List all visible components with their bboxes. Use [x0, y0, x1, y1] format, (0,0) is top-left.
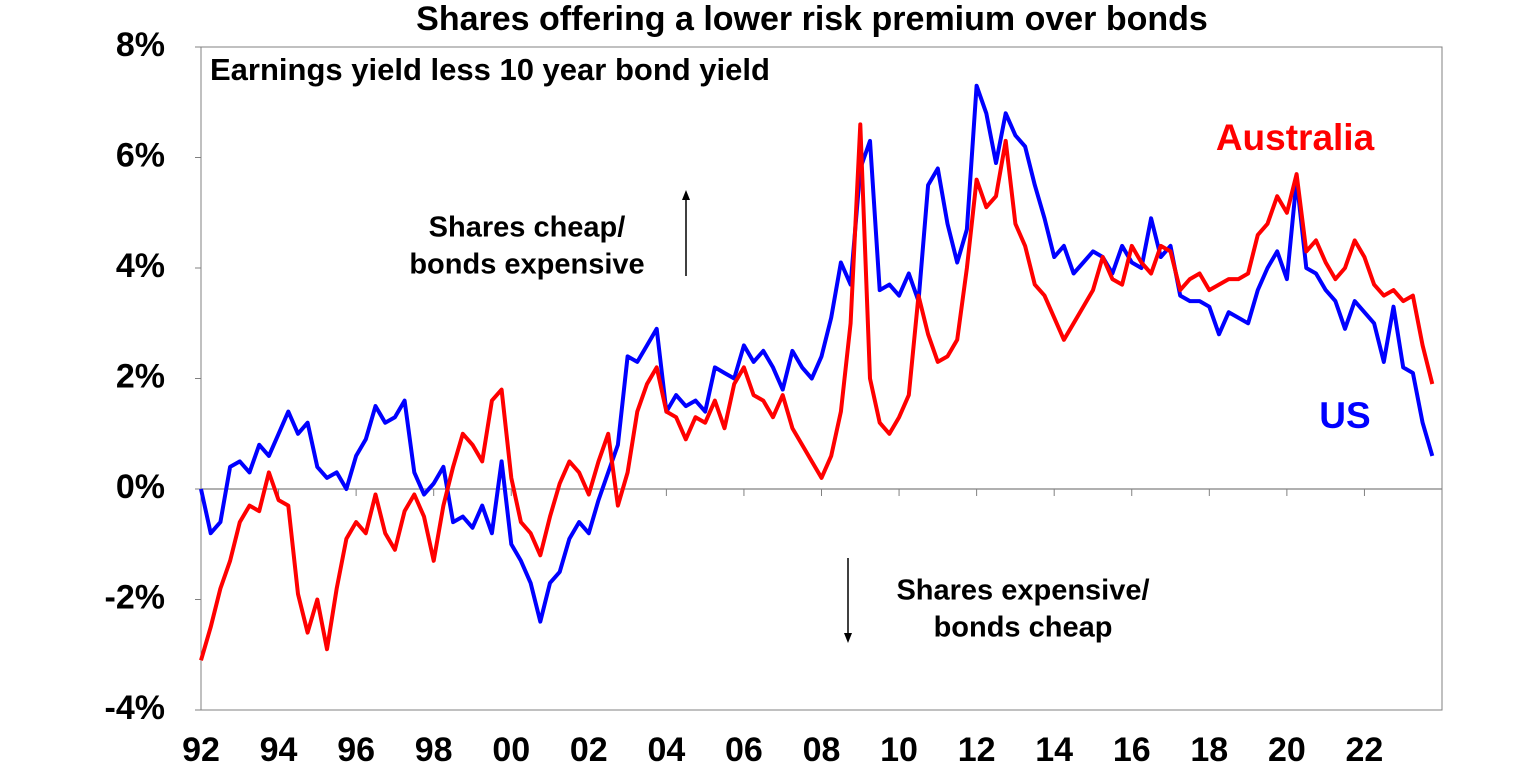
x-tick-label: 12: [958, 731, 996, 769]
arrow-head: [682, 190, 690, 200]
x-tick-label: 06: [725, 731, 763, 769]
y-tick-label: -4%: [105, 689, 165, 727]
x-tick-label: 16: [1113, 731, 1151, 769]
x-tick-label: 14: [1035, 731, 1073, 769]
x-tick-label: 10: [880, 731, 918, 769]
chart-subtitle: Earnings yield less 10 year bond yield: [210, 52, 770, 87]
x-tick-label: 22: [1346, 731, 1384, 769]
series-line: [199, 83, 1435, 624]
annotation: bonds expensive: [409, 249, 644, 281]
x-tick-label: 18: [1190, 731, 1228, 769]
y-tick-label: -2%: [105, 578, 165, 616]
legend-label: US: [1319, 395, 1370, 436]
y-tick-label: 8%: [116, 26, 165, 64]
series-line: [199, 122, 1435, 661]
y-tick-label: 0%: [116, 468, 165, 506]
x-tick-label: 02: [570, 731, 608, 769]
x-tick-label: 92: [182, 731, 220, 769]
legend-label: Australia: [1216, 117, 1375, 158]
x-tick-label: 00: [492, 731, 530, 769]
x-tick-label: 98: [415, 731, 453, 769]
x-tick-label: 04: [647, 731, 685, 769]
arrow-head: [844, 633, 852, 643]
annotation: Shares expensive/: [896, 575, 1149, 607]
annotation: Shares cheap/: [429, 212, 626, 244]
x-tick-label: 94: [260, 731, 298, 769]
chart-title: Shares offering a lower risk premium ove…: [416, 0, 1208, 38]
x-tick-label: 20: [1268, 731, 1306, 769]
y-tick-label: 2%: [116, 357, 165, 395]
x-tick-label: 08: [803, 731, 841, 769]
y-tick-label: 4%: [116, 247, 165, 285]
annotation: bonds cheap: [934, 612, 1113, 644]
x-tick-label: 96: [337, 731, 375, 769]
y-tick-label: 6%: [116, 136, 165, 174]
